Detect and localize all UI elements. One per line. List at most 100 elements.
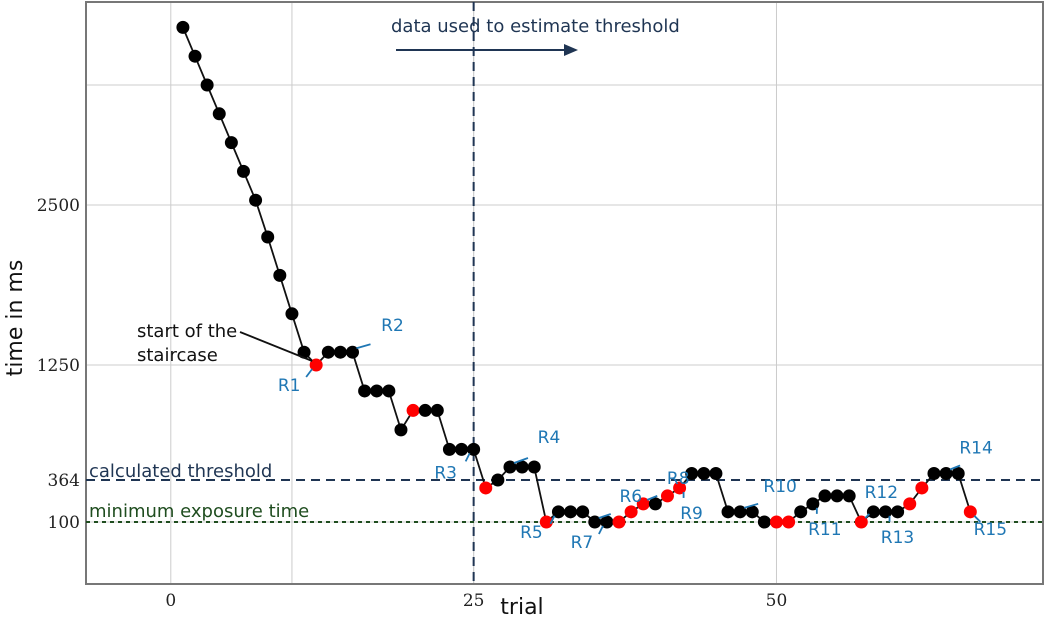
start-annotation-line: staircase [137, 345, 218, 366]
reversal-label-r14: R14 [959, 439, 992, 459]
data-point [382, 384, 396, 398]
reversal-leader [513, 457, 529, 464]
reversal-point [309, 358, 323, 372]
reversal-point [612, 515, 626, 529]
reference-lines [86, 2, 1043, 584]
data-point [491, 473, 505, 487]
data-point [212, 107, 226, 121]
data-point [830, 489, 844, 503]
data-point [467, 442, 481, 456]
grid [86, 2, 1043, 584]
data-point [866, 505, 880, 519]
data-point [430, 403, 444, 417]
reversal-label-r7: R7 [571, 533, 594, 553]
reversal-label-r15: R15 [974, 520, 1007, 540]
data-point [757, 515, 771, 529]
data-point [249, 193, 263, 207]
data-point [273, 268, 287, 282]
data-point [697, 467, 711, 481]
data-point [927, 467, 941, 481]
reversal-leader [864, 513, 870, 519]
reversal-leader [949, 464, 961, 471]
data-point [939, 467, 953, 481]
reversal-leader [598, 513, 612, 519]
reversal-label-r2: R2 [381, 316, 404, 336]
data-point [842, 489, 856, 503]
arrow-head-icon [564, 44, 578, 56]
data-point [951, 467, 965, 481]
data-point [224, 136, 238, 150]
plot-frame [85, 1, 1044, 585]
reversal-point [406, 403, 420, 417]
reversal-leader [973, 515, 981, 523]
data-point [551, 505, 565, 519]
reversal-label-r4: R4 [538, 428, 561, 448]
data-point [564, 505, 578, 519]
data-point [794, 505, 808, 519]
reversal-label-r5: R5 [520, 523, 543, 543]
data-point [297, 345, 311, 359]
series-line [182, 27, 972, 524]
data-point [261, 230, 275, 244]
data-point [346, 345, 360, 359]
estimation-label: data used to estimate threshold [391, 16, 680, 37]
axis-ticks: 0 25 50 100 364 1250 2500 [37, 196, 788, 611]
reversal-leader [646, 495, 658, 501]
reversal-point [782, 515, 796, 529]
reversal-point [636, 497, 650, 511]
y-tick-label: 1250 [37, 356, 80, 376]
y-tick-label: 2500 [37, 196, 80, 216]
reversal-labels: R1 R2 R3 R4 R5 R6 R7 R8 R9 R10 R11 R12 R13 R14 R15 [278, 316, 1007, 553]
data-point [685, 467, 699, 481]
x-tick-label: 50 [766, 591, 788, 611]
data-point [709, 467, 723, 481]
x-tick-label: 25 [463, 591, 485, 611]
reversal-label-r8: R8 [667, 469, 690, 489]
reversal-point [624, 505, 638, 519]
x-axis-title: trial [500, 595, 543, 620]
reversal-point [854, 515, 868, 529]
data-point [333, 345, 347, 359]
data-point [200, 78, 214, 92]
data-point [176, 20, 190, 34]
data-point [600, 515, 614, 529]
reversal-point [915, 481, 929, 495]
reversal-point [539, 515, 553, 529]
reversal-leader [356, 343, 371, 350]
data-point [745, 505, 759, 519]
data-point [648, 497, 662, 511]
reversal-point [660, 489, 674, 503]
data-point [515, 460, 529, 474]
data-point [879, 505, 893, 519]
data-point [188, 49, 202, 63]
staircase-series [176, 20, 977, 529]
reversal-leader [743, 502, 759, 509]
data-point [576, 505, 590, 519]
reversal-point [769, 515, 783, 529]
reversal-leader [598, 525, 604, 535]
annotations: calculated threshold minimum exposure tim… [89, 16, 680, 522]
data-point [733, 505, 747, 519]
reversal-point [479, 481, 493, 495]
data-point [370, 384, 384, 398]
reversal-label-r9: R9 [680, 504, 703, 524]
minimum-exposure-label: minimum exposure time [89, 501, 309, 522]
threshold-label: calculated threshold [89, 461, 272, 482]
data-point [442, 442, 456, 456]
data-point [721, 505, 735, 519]
data-point [236, 164, 250, 178]
data-point [891, 505, 905, 519]
data-point [503, 460, 517, 474]
reversal-label-r1: R1 [278, 376, 301, 396]
x-tick-label: 0 [165, 591, 176, 611]
data-point [418, 403, 432, 417]
reversal-leader [549, 515, 556, 525]
data-point [806, 497, 820, 511]
reversal-label-r10: R10 [763, 477, 796, 497]
reversal-point [903, 497, 917, 511]
y-tick-label: 364 [48, 471, 80, 491]
data-point [588, 515, 602, 529]
reversal-leader [464, 452, 471, 462]
reversal-point [673, 481, 687, 495]
